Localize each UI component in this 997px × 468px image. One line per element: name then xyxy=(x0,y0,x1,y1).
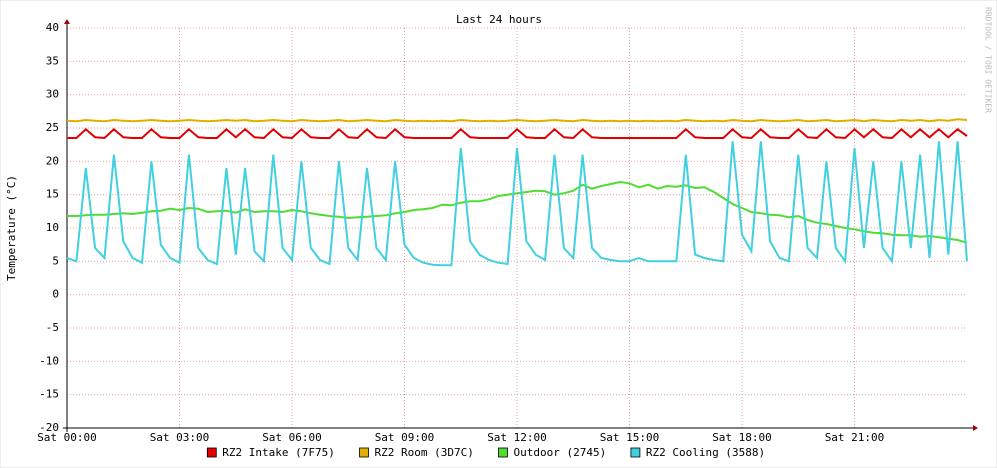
y-tick-label: 5 xyxy=(52,254,59,267)
y-tick-label: 30 xyxy=(46,88,59,101)
series-line xyxy=(66,141,968,267)
series-line xyxy=(67,127,968,140)
y-tick-label: 35 xyxy=(46,54,59,67)
axis-arrow xyxy=(973,425,978,431)
y-axis-label: Temperature (°C) xyxy=(5,175,18,281)
legend-swatch xyxy=(630,447,641,458)
y-tick-label: -15 xyxy=(39,388,59,401)
chart-title: Last 24 hours xyxy=(456,13,542,26)
legend-label: Outdoor (2745) xyxy=(514,446,607,459)
x-tick-label: Sat 00:00 xyxy=(37,431,97,444)
legend-label: RZ2 Intake (7F75) xyxy=(222,446,335,459)
y-tick-label: 25 xyxy=(46,121,59,134)
y-tick-label: -20 xyxy=(39,421,59,434)
y-tick-label: 40 xyxy=(46,21,59,34)
watermark: RRDTOOL / TOBI OETIKER xyxy=(984,7,993,113)
series-line xyxy=(66,118,968,123)
x-tick-label: Sat 15:00 xyxy=(600,431,660,444)
x-tick-label: Sat 18:00 xyxy=(712,431,772,444)
legend-swatch xyxy=(498,447,508,458)
legend-label: RZ2 Cooling (3588) xyxy=(646,446,765,459)
legend-label: RZ2 Room (3D7C) xyxy=(375,446,474,459)
y-tick-label: -10 xyxy=(39,354,59,367)
y-tick-label: 0 xyxy=(52,288,59,301)
y-tick-label: -5 xyxy=(46,321,59,334)
x-tick-label: Sat 09:00 xyxy=(375,431,435,444)
y-tick-label: 15 xyxy=(46,188,59,201)
y-tick-label: 20 xyxy=(46,154,59,167)
legend-swatch xyxy=(206,447,217,458)
x-tick-label: Sat 12:00 xyxy=(487,431,547,444)
x-tick-label: Sat 03:00 xyxy=(150,431,210,444)
axis-arrow xyxy=(64,19,70,24)
x-tick-label: Sat 21:00 xyxy=(825,431,885,444)
x-tick-label: Sat 06:00 xyxy=(262,431,322,444)
series-line xyxy=(67,180,968,244)
y-tick-label: 10 xyxy=(46,221,59,234)
legend-swatch xyxy=(359,447,369,458)
